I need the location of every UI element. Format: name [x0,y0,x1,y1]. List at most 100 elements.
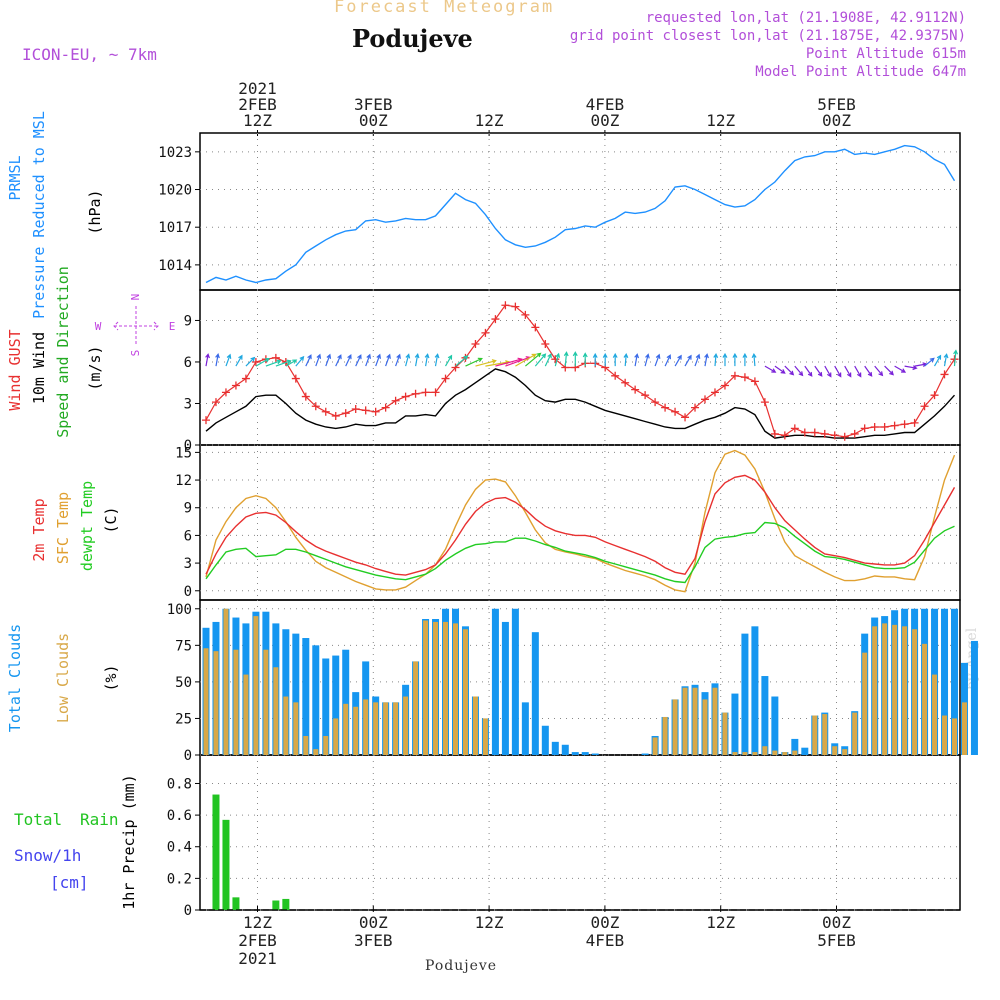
low-cloud-bar [403,696,409,755]
low-cloud-bar [213,651,219,755]
gust-marker [431,388,440,397]
gust-marker [301,392,310,401]
precip-ytick-label: 0.8 [167,776,192,792]
gust-marker [311,402,320,411]
wind-gust-label: Wind GUST [6,329,24,410]
wind-unit-label: (m/s) [86,345,104,390]
top-time-label: 12Z [706,111,735,130]
bottom-time-label: 2FEB [238,931,277,950]
low-cloud-bar [872,626,878,755]
pressure-panel-frame [199,132,961,291]
gust-marker [780,431,789,440]
point-altitude: Point Altitude 615m [805,46,966,62]
rain-bar [232,897,240,910]
total-cloud-bar [551,741,559,755]
wind-direction-arrow [844,365,852,378]
total-cloud-bar [751,626,759,755]
total-cloud-bar [312,645,320,755]
wind-direction-arrow [834,365,842,378]
wind-direction-arrow [824,365,832,378]
gust-marker [241,374,250,383]
total-cloud-bar [791,738,799,755]
wind-direction-arrow [742,352,748,367]
gust-marker [671,407,680,416]
gust-marker [720,381,729,390]
total-cloud-bar [342,649,350,755]
wind-direction-arrow [953,349,959,367]
low-cloud-bar [373,702,379,755]
low-cloud-bar [413,661,419,755]
wind-direction-arrow [654,353,661,367]
wind-direction-arrow [563,351,569,367]
compass-rose: N S W E [95,294,176,357]
rain-bar [222,819,230,910]
pressure-ytick-label: 1023 [158,145,192,161]
gust-marker [531,323,540,332]
gust-marker [631,385,640,394]
wind-direction-arrow [455,355,469,367]
total-cloud-bar [951,608,958,755]
temperature-panel-frame [199,444,961,601]
top-time-label: 4FEB [586,95,625,114]
precip-ytick-label: 0.4 [167,840,192,856]
wind-direction-arrow [305,354,312,367]
dewpt-temp-label: dewpt Temp [78,481,96,571]
total-cloud-bar [731,693,739,755]
rain-bar [212,794,220,910]
low-cloud-bar [343,703,349,755]
gust-marker [691,403,700,412]
gust-marker [541,339,550,348]
wind-ytick-label: 0 [184,438,192,454]
precip-rain-label: Rain [80,810,119,829]
compass-arrows [113,306,159,346]
gust-marker [730,371,739,380]
pressure-ytick-label: 1014 [158,258,192,274]
low-cloud-bar [832,746,838,755]
bottom-time-label: 00Z [359,913,388,932]
gust-marker [930,391,939,400]
gust-marker [381,403,390,412]
sfc-temp-label: SFC Temp [54,492,72,564]
low-cloud-bar [702,699,708,755]
gust-marker [471,339,480,348]
temperature-ytick-label: 9 [184,501,192,517]
dewpt-temp-line [205,521,955,584]
low-cloud-bar [672,699,678,755]
low-cloud-bar [812,715,818,755]
gust-marker [271,353,280,362]
clouds-ytick-label: 100 [167,602,192,618]
pressure-line [205,144,956,284]
low-cloud-bar [712,687,718,755]
gust-marker [371,407,380,416]
wind-direction-arrow [924,357,935,367]
low-cloud-bar [882,623,888,755]
wind-direction-arrow [904,365,918,371]
low-cloud-bar [752,752,758,755]
gust-marker [830,431,839,440]
precip-snow-label: Snow/1h [14,846,81,865]
gust-marker [740,373,749,382]
wind-direction-arrow [395,353,401,367]
wind-direction-arrow [325,353,332,367]
bottom-time-label: 00Z [590,913,619,932]
precip-unit-label: 1hr Precip (mm) [120,774,138,909]
wind-direction-arrow [554,352,561,367]
total-cloud-bar [561,744,569,755]
low-cloud-bar [253,616,259,755]
temp-2m-label: 2m Temp [30,498,48,561]
precip-snow-unit: [cm] [50,873,89,892]
low-cloud-bar [363,699,369,755]
gust-marker [850,429,859,438]
wind-direction-arrow [355,354,362,367]
wind-direction-arrow [315,353,322,367]
low-cloud-bar [682,687,688,755]
wind-direction-arrow [544,353,552,367]
gust-marker [681,413,690,422]
low-cloud-bar [423,620,429,755]
top-time-label: 00Z [359,111,388,130]
product-title: Forecast Meteogram [334,0,555,17]
total-cloud-bar [641,753,649,755]
gust-marker [641,391,650,400]
gust-marker [391,396,400,405]
temperature-ytick-label: 12 [175,473,192,489]
